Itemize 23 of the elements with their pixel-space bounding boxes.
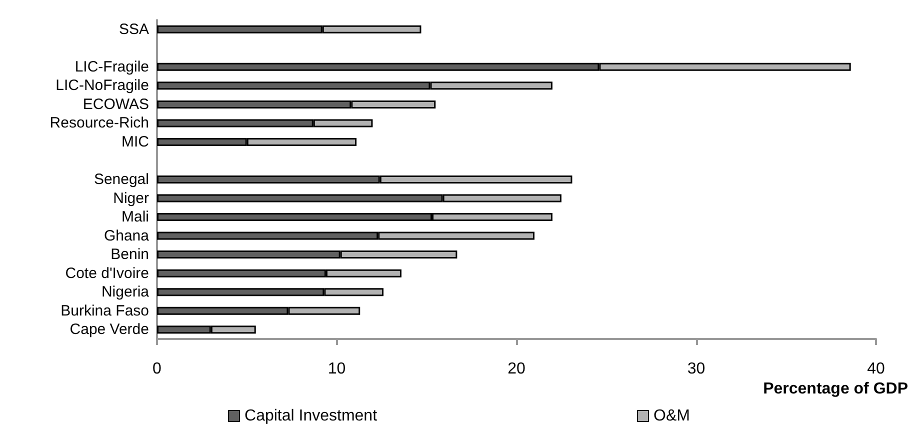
x-axis-title: Percentage of GDP [763, 380, 908, 398]
x-tick-label: 0 [152, 360, 162, 378]
y-tick-label: Burkina Faso [60, 302, 149, 320]
y-tick-label: Senegal [94, 171, 149, 188]
y-tick-label: Nigeria [101, 284, 150, 301]
y-tick-label: Niger [113, 190, 149, 207]
legend-label: O&M [654, 408, 690, 424]
y-tick-label: LIC-NoFragile [56, 77, 149, 94]
y-tick-label: Cote d'Ivoire [65, 264, 149, 282]
y-tick-label: Benin [110, 246, 149, 264]
x-tick-label: 10 [328, 360, 346, 378]
y-tick-label: Resource-Rich [50, 114, 149, 132]
y-tick-label: Ghana [104, 227, 150, 244]
y-tick-label: Cape Verde [70, 321, 149, 338]
y-tick-label: Mali [121, 208, 149, 226]
y-tick-label: SSA [118, 20, 149, 38]
y-tick-label: ECOWAS [82, 96, 149, 113]
x-tick-label: 20 [508, 360, 526, 378]
y-tick-label: LIC-Fragile [74, 58, 149, 76]
x-tick-label: 30 [687, 360, 706, 378]
y-tick-label: MIC [122, 133, 150, 150]
x-tick-label: 40 [867, 360, 885, 378]
legend-label: Capital Investment [244, 408, 378, 424]
